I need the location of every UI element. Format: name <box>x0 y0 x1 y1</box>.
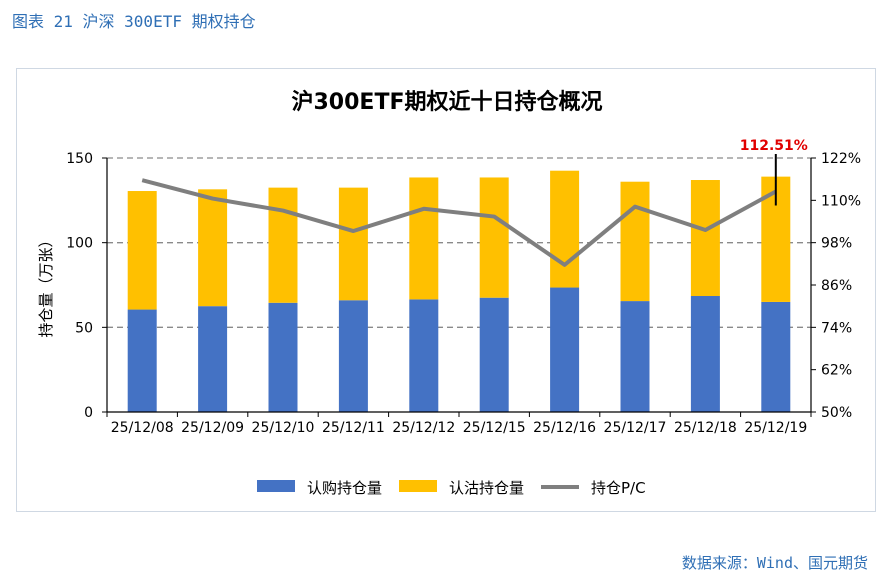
pc-ratio-line <box>141 178 777 267</box>
chart-svg: 沪300ETF期权近十日持仓概况 112.51% 0 50 100 150 50% 62%… <box>37 89 861 497</box>
x-tick-label: 25/12/15 <box>463 420 526 436</box>
bar-put <box>550 170 580 288</box>
y-tick-label: 150 <box>66 151 93 167</box>
line-layer: 112.51% <box>141 138 808 267</box>
bar-call <box>409 299 439 412</box>
bar-put <box>338 187 368 301</box>
x-tick-label: 25/12/11 <box>322 420 385 436</box>
bar-call <box>268 302 298 412</box>
chart-title: 沪300ETF期权近十日持仓概况 <box>292 89 603 115</box>
legend-swatch <box>257 480 295 492</box>
y-tick-label: 0 <box>84 405 93 421</box>
bar-put <box>479 177 509 298</box>
bar-call <box>127 309 157 412</box>
legend-label: 持仓P/C <box>591 479 646 497</box>
x-tick-label: 25/12/09 <box>181 420 244 436</box>
bar-call <box>198 306 228 412</box>
bar-call <box>479 297 509 412</box>
x-tick-label: 25/12/08 <box>111 420 174 436</box>
bar-put <box>268 187 298 303</box>
y2-tick-label: 98% <box>821 236 852 252</box>
x-tick-label: 25/12/16 <box>533 420 596 436</box>
bar-put <box>127 191 157 310</box>
y-tick-label: 50 <box>75 320 93 336</box>
legend-swatch <box>399 480 437 492</box>
bar-put <box>620 181 650 302</box>
bar-put <box>409 177 439 300</box>
bar-layer <box>127 170 791 412</box>
chart-frame: 沪300ETF期权近十日持仓概况 112.51% 0 50 100 150 50% 62%… <box>16 68 876 512</box>
x-tick-label: 25/12/19 <box>744 420 807 436</box>
bar-put <box>690 180 720 297</box>
x-tick-label: 25/12/17 <box>604 420 667 436</box>
annotation-label: 112.51% <box>740 138 808 154</box>
bar-call <box>338 300 368 412</box>
x-tick-label: 25/12/12 <box>392 420 455 436</box>
y2-tick-label: 110% <box>821 193 861 209</box>
grid-lines <box>107 157 811 328</box>
y2-tick-label: 50% <box>821 405 852 421</box>
bar-call <box>690 296 720 412</box>
legend-label: 认沽持仓量 <box>449 479 524 497</box>
axes-layer: 0 50 100 150 50% 62% 74% 86% 98% 110% 122% 25/12/08… <box>37 151 861 436</box>
legend-label: 认购持仓量 <box>307 479 382 497</box>
y-tick-label: 100 <box>66 236 93 252</box>
y2-tick-label: 122% <box>821 151 861 167</box>
y2-tick-label: 62% <box>821 363 852 379</box>
figure-caption: 图表 21 沪深 300ETF 期权持仓 <box>12 12 256 31</box>
bar-call <box>761 301 791 412</box>
legend: 认购持仓量 认沽持仓量 持仓P/C <box>257 479 646 497</box>
y2-tick-label: 74% <box>821 320 852 336</box>
x-tick-label: 25/12/10 <box>252 420 315 436</box>
bar-put <box>198 189 228 307</box>
bar-call <box>620 301 650 412</box>
y2-tick-label: 86% <box>821 278 852 294</box>
y-axis-title: 持仓量（万张） <box>37 232 55 337</box>
bar-call <box>550 287 580 412</box>
source-note: 数据来源：Wind、国元期货 <box>681 554 868 572</box>
x-tick-label: 25/12/18 <box>674 420 737 436</box>
